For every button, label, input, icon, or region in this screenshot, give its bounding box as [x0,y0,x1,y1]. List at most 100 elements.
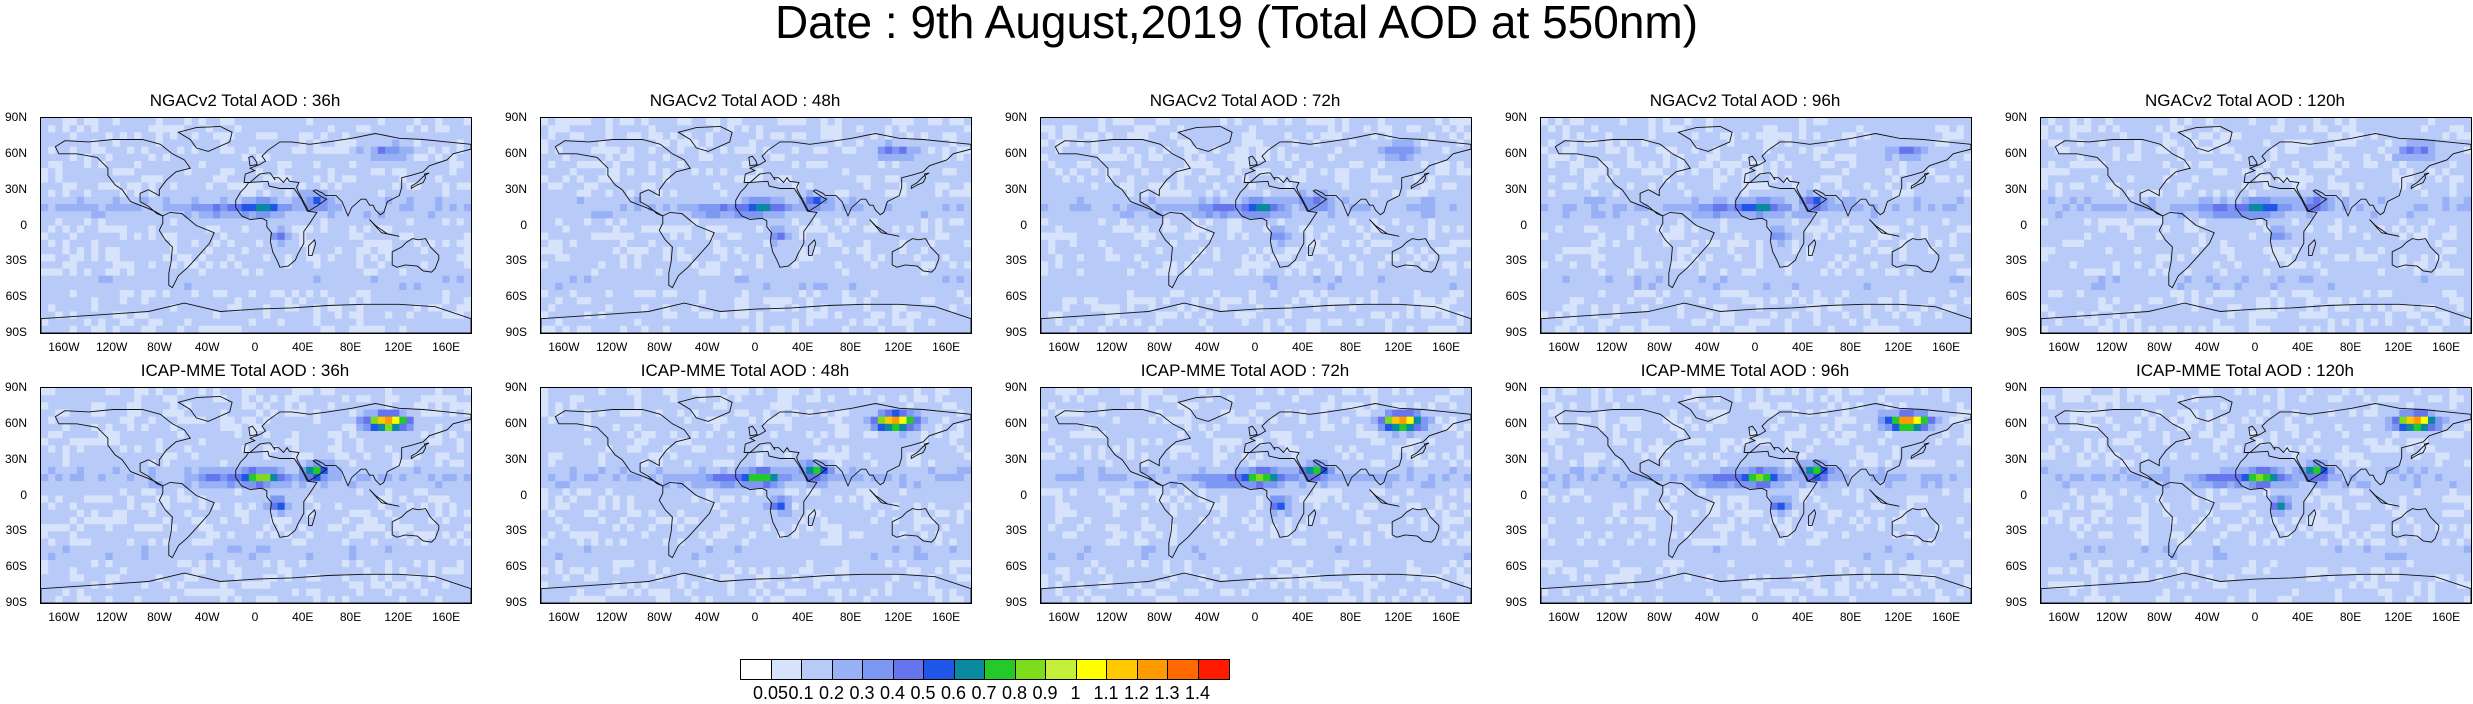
coastline-indonesia [869,219,900,237]
coastline-madagascar [2308,508,2317,526]
coastline-indonesia [1869,219,1900,237]
lon-tick-label: 160W [1048,340,1080,354]
coastline-indonesia [2369,489,2400,507]
lat-tick-label: 90S [1505,325,1527,339]
lat-tick-label: 30S [5,253,27,268]
map-panel: ICAP-MME Total AOD : 36h 90N 60N 30N 0 30S 60S… [5,362,475,632]
coastline-africa [1735,180,1818,268]
lat-tick-label: 0 [1020,487,1027,502]
lon-tick-label: 40E [2292,610,2314,624]
coastline-australia [1891,508,1940,543]
coastline-north-america [1054,409,1192,487]
lat-tick-label: 60N [504,415,527,430]
map-panel: NGACv2 Total AOD : 36h 90N 60N 30N 0 30S 60S 90… [5,92,475,362]
lon-tick-label: 40W [2194,610,2220,624]
lon-tick-label: 120W [1095,340,1128,354]
lon-tick-label: 80E [1339,340,1362,354]
aod-field [2041,388,2471,603]
aod-field [1041,118,1471,333]
lat-tick-label: 90S [2005,595,2027,609]
lon-tick-label: 40W [2194,340,2220,354]
aod-map [540,117,972,334]
lon-tick-label: 120E [384,340,413,354]
aod-field [41,118,471,333]
coastline-africa [1735,450,1818,538]
coastline-south-america [658,481,715,559]
lat-tick-label: 60N [1004,415,1027,430]
coastline-uk [2248,155,2258,167]
lat-tick-label: 60N [4,145,27,160]
lon-tick-label: 40E [792,340,814,354]
coastline-indonesia [369,489,400,507]
coastline-indonesia [369,219,400,237]
coastlines [1541,125,1971,333]
lat-tick-label: 30S [505,523,527,538]
lat-tick-label: 60N [4,415,27,430]
lat-tick-label: 60S [1505,289,1527,304]
coastline-eurasia [1743,403,1971,488]
coastline-uk [748,155,758,167]
coastline-eurasia [2243,133,2471,218]
coastline-eurasia [743,133,971,218]
map-panel: NGACv2 Total AOD : 96h 90N 60N 30N 0 30S 60S 90… [1505,92,1975,362]
coastline-australia [1391,508,1440,543]
coastlines [1041,395,1471,603]
lat-tick-label: 30N [1004,451,1027,466]
lon-tick-label: 80W [147,610,172,624]
coastline-antarctica [1541,302,1971,333]
coastline-indonesia [1369,219,1400,237]
lon-tick-label: 40W [1194,610,1220,624]
coastline-uk [748,425,758,437]
coastline-north-america [554,409,692,487]
coastline-greenland [2177,395,2233,422]
colorbar-label: 1.4 [1184,683,1211,703]
coastline-greenland [177,395,233,422]
lat-tick-label: 60S [1005,559,1027,574]
figure-title: Date : 9th August,2019 (Total AOD at 550… [774,0,1699,48]
coastline-madagascar [808,508,817,526]
lon-tick-label: 160E [1932,340,1961,354]
coastline-antarctica [1541,572,1971,603]
lon-tick-label: 160W [48,340,80,354]
lat-tick-label: 30N [504,181,527,196]
lat-tick-label: 60N [2004,415,2027,430]
colorbar-label: 1 [1070,683,1081,703]
lon-tick-label: 120E [2384,610,2413,624]
coastline-uk [1248,155,1258,167]
lat-tick-label: 60N [504,145,527,160]
lat-tick-label: 30S [1505,523,1527,538]
lon-tick-label: 120W [1595,340,1628,354]
coastline-antarctica [1041,302,1471,333]
lon-tick-label: 120E [884,340,913,354]
lon-tick-label: 40E [792,610,814,624]
lon-tick-label: 40E [1292,610,1314,624]
colorbar-label: 1.2 [1123,683,1150,703]
colorbar-label: 0.5 [910,683,936,703]
coastline-greenland [1677,395,1733,422]
colorbar-swatch [1168,660,1199,679]
lon-tick-label: 80W [1147,340,1172,354]
colorbar-swatch [863,660,894,679]
lon-tick-label: 160W [548,610,580,624]
colorbar-swatch [1046,660,1077,679]
coastline-south-america [1658,211,1715,289]
map-panel: ICAP-MME Total AOD : 48h 90N 60N 30N 0 30S 60S… [505,362,975,632]
lat-tick-label: 90N [4,110,27,124]
coastline-greenland [1677,125,1733,152]
lon-tick-label: 160E [432,340,461,354]
coastlines [541,395,971,603]
coastline-madagascar [1308,508,1317,526]
lat-tick-label: 0 [2020,487,2027,502]
lat-tick-label: 60S [2005,559,2027,574]
coastline-africa [235,450,318,538]
colorbar-label: 0.6 [940,683,967,703]
lat-tick-label: 90N [1504,380,1527,394]
map-panel: ICAP-MME Total AOD : 72h 90N 60N 30N 0 30S 60S… [1005,362,1475,632]
colorbar-swatch [985,660,1016,679]
colorbar-label: 0.4 [879,683,906,703]
lon-tick-label: 40W [194,610,220,624]
lat-tick-label: 60N [1504,415,1527,430]
lat-tick-label: 30N [1004,181,1027,196]
aod-map [540,387,972,604]
coastline-eurasia [243,133,471,218]
